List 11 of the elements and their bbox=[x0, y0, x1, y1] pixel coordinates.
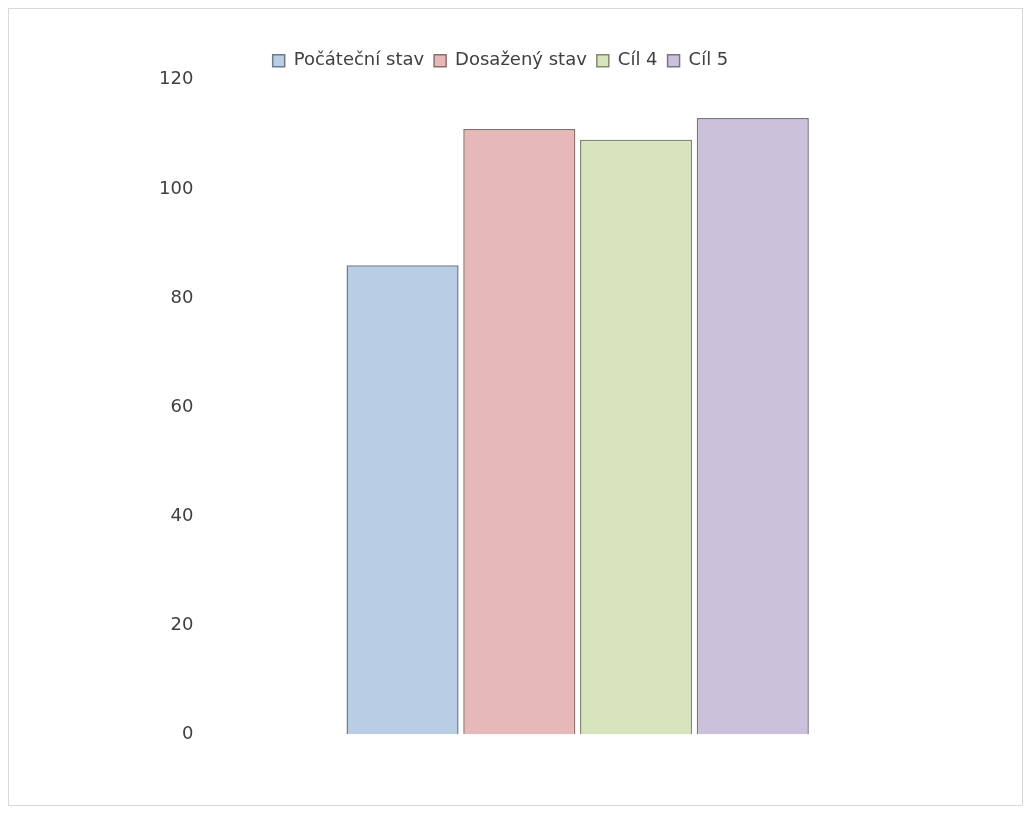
y-tick-label: 100 bbox=[159, 176, 194, 198]
y-tick-label: 20 bbox=[170, 612, 194, 634]
y-tick-label: 40 bbox=[170, 503, 194, 525]
y-tick-label: 60 bbox=[170, 394, 194, 416]
y-tick-label: 120 bbox=[159, 67, 194, 89]
legend-label: Cíl 5 bbox=[688, 48, 729, 70]
y-tick-label: 0 bbox=[181, 721, 194, 743]
legend-label: Cíl 4 bbox=[617, 48, 658, 70]
legend-label: Dosažený stav bbox=[455, 48, 588, 70]
legend-label: Počáteční stav bbox=[293, 48, 425, 70]
y-tick-label: 80 bbox=[170, 285, 194, 307]
